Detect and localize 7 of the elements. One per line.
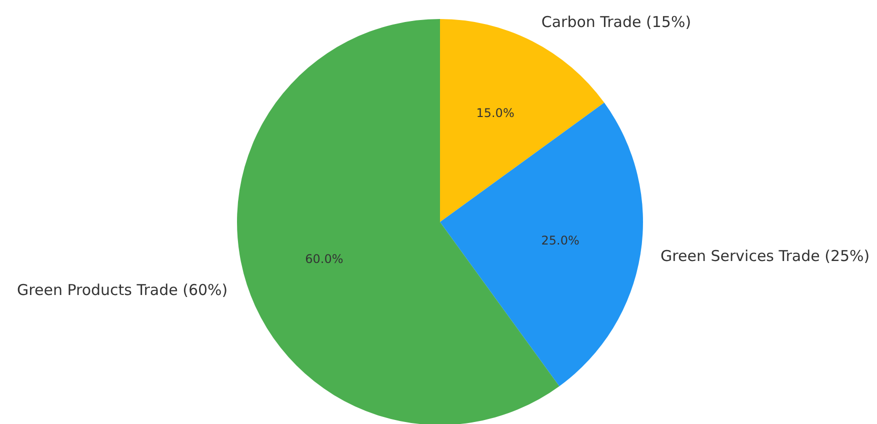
slice-label: Green Services Trade (25%) xyxy=(660,247,870,266)
data-label: 25.0% xyxy=(541,233,580,248)
slice-label: Green Products Trade (60%) xyxy=(17,281,228,300)
data-label: 60.0% xyxy=(305,252,344,266)
data-label: 15.0% xyxy=(476,106,514,120)
slice-label: Carbon Trade (15%) xyxy=(541,13,692,32)
pie-slice xyxy=(440,102,643,386)
